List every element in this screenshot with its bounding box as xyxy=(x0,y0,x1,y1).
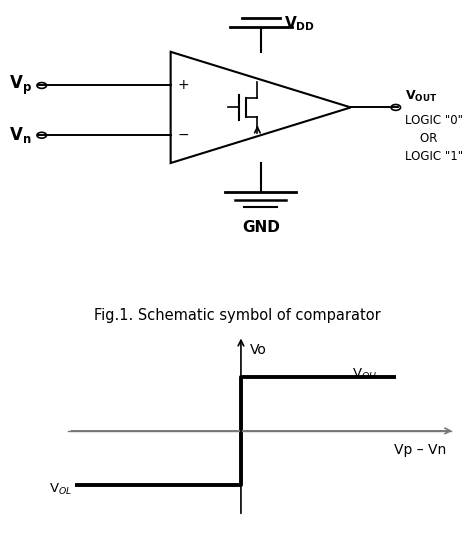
Text: $\mathbf{V_n}$: $\mathbf{V_n}$ xyxy=(9,125,32,145)
Text: +: + xyxy=(178,79,190,93)
Text: Fig.1. Schematic symbol of comparator: Fig.1. Schematic symbol of comparator xyxy=(94,308,380,323)
Text: Vo: Vo xyxy=(250,343,267,357)
Text: $\mathbf{V_p}$: $\mathbf{V_p}$ xyxy=(9,74,32,97)
Text: V$_{OH}$: V$_{OH}$ xyxy=(352,366,377,382)
Text: GND: GND xyxy=(242,220,280,235)
Text: −: − xyxy=(178,128,190,142)
Text: LOGIC "0"
    OR
LOGIC "1": LOGIC "0" OR LOGIC "1" xyxy=(405,114,464,163)
Text: $\mathbf{V_{OUT}}$: $\mathbf{V_{OUT}}$ xyxy=(405,89,438,105)
Text: Vp – Vn: Vp – Vn xyxy=(394,443,447,457)
Text: V$_{OL}$: V$_{OL}$ xyxy=(49,482,72,497)
Text: $\mathbf{V_{DD}}$: $\mathbf{V_{DD}}$ xyxy=(284,15,316,34)
